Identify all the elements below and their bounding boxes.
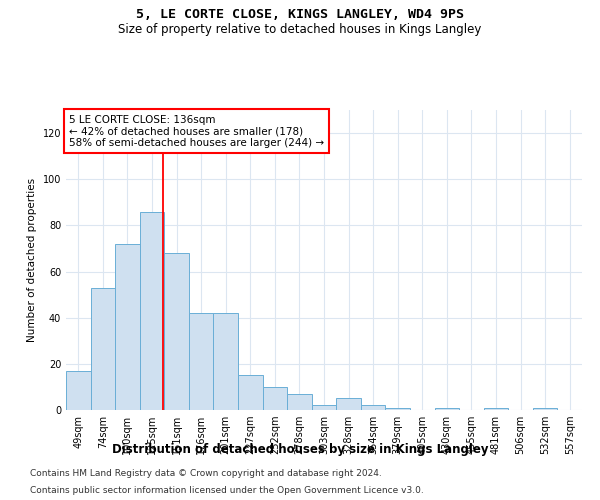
Bar: [238, 376, 263, 410]
Bar: [385, 408, 410, 410]
Bar: [287, 394, 312, 410]
Text: 5 LE CORTE CLOSE: 136sqm
← 42% of detached houses are smaller (178)
58% of semi-: 5 LE CORTE CLOSE: 136sqm ← 42% of detach…: [69, 114, 324, 148]
Bar: [115, 244, 140, 410]
Bar: [533, 408, 557, 410]
Text: Contains HM Land Registry data © Crown copyright and database right 2024.: Contains HM Land Registry data © Crown c…: [30, 468, 382, 477]
Bar: [263, 387, 287, 410]
Bar: [140, 212, 164, 410]
Bar: [91, 288, 115, 410]
Text: 5, LE CORTE CLOSE, KINGS LANGLEY, WD4 9PS: 5, LE CORTE CLOSE, KINGS LANGLEY, WD4 9P…: [136, 8, 464, 20]
Bar: [312, 406, 336, 410]
Text: Contains public sector information licensed under the Open Government Licence v3: Contains public sector information licen…: [30, 486, 424, 495]
Bar: [484, 408, 508, 410]
Bar: [189, 313, 214, 410]
Bar: [336, 398, 361, 410]
Bar: [214, 313, 238, 410]
Bar: [66, 371, 91, 410]
Bar: [164, 253, 189, 410]
Text: Distribution of detached houses by size in Kings Langley: Distribution of detached houses by size …: [112, 442, 488, 456]
Y-axis label: Number of detached properties: Number of detached properties: [27, 178, 37, 342]
Bar: [361, 406, 385, 410]
Text: Size of property relative to detached houses in Kings Langley: Size of property relative to detached ho…: [118, 22, 482, 36]
Bar: [434, 408, 459, 410]
